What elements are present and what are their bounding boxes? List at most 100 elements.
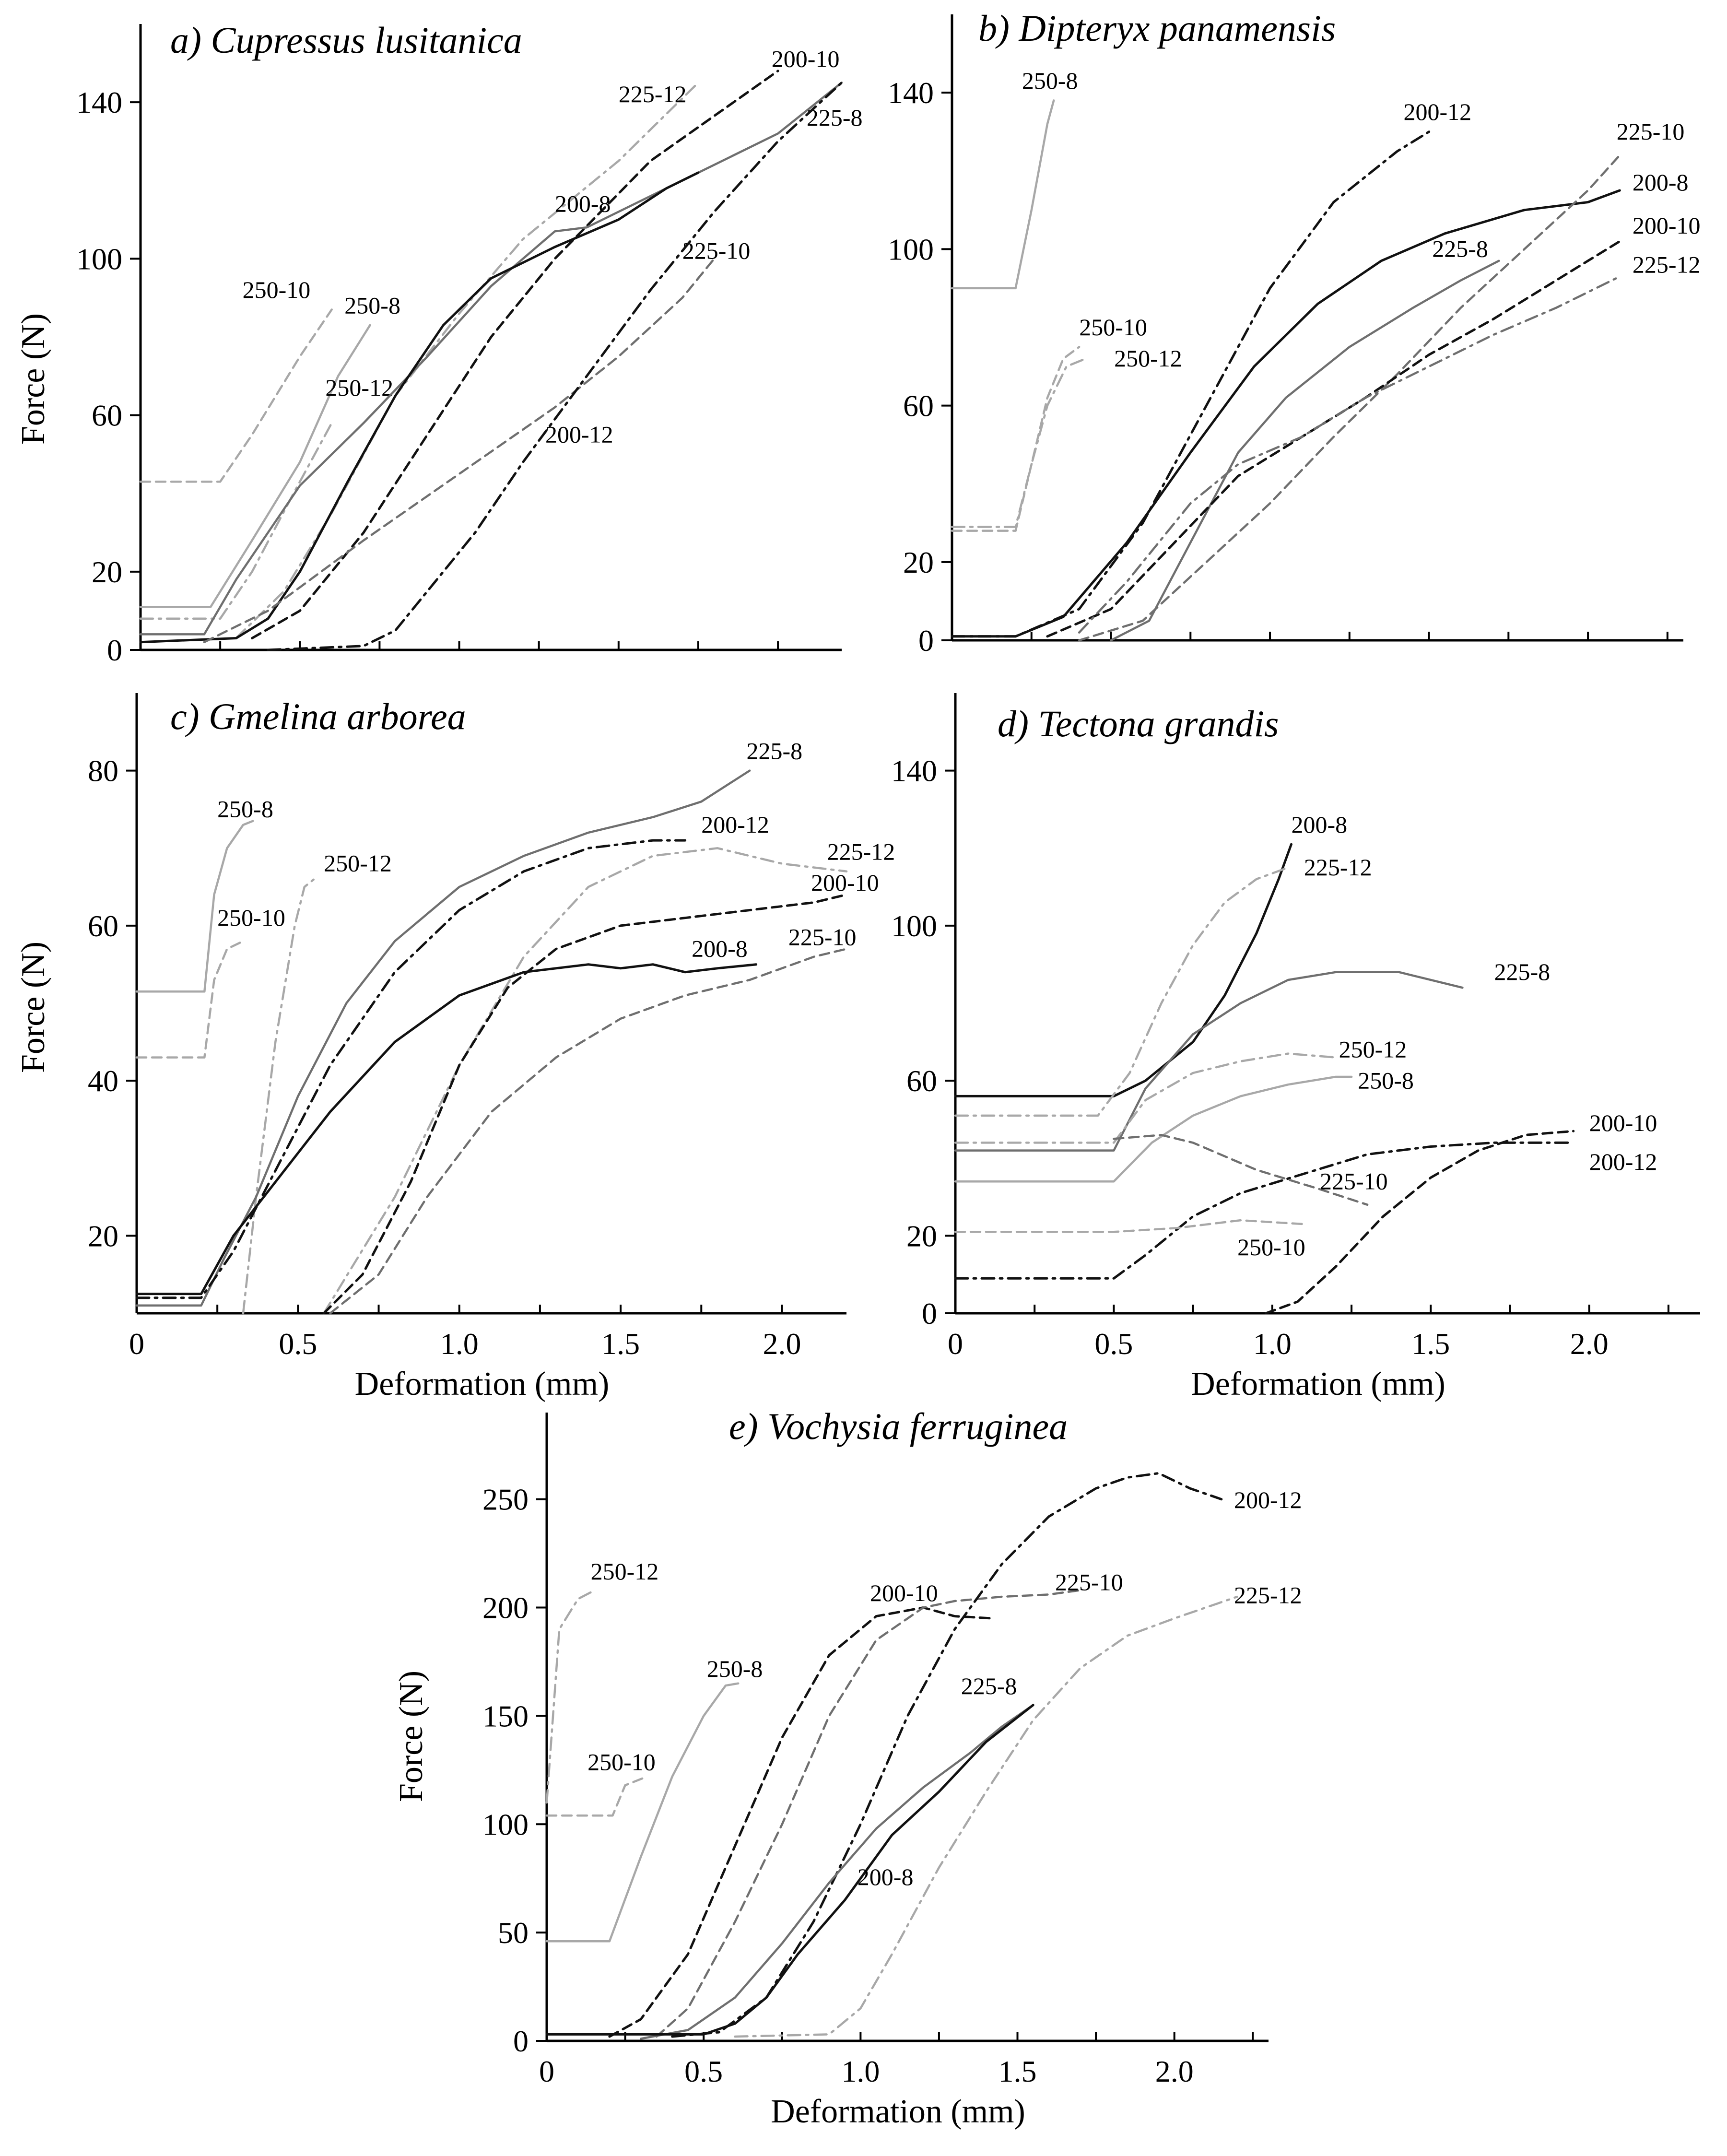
series-label-200-8: 200-8: [1292, 811, 1348, 838]
series-line-225-12: [1078, 275, 1621, 634]
y-tick-label: 100: [76, 242, 122, 276]
x-tick-label: 1.0: [440, 1327, 479, 1361]
y-tick-label: 20: [903, 545, 934, 579]
panel-e: 0 50 100 150 200 250 0 0.5 1.0 1.5 2.0 Deformation …: [393, 1405, 1302, 2130]
series-line-200-10: [608, 1606, 994, 2038]
series-label-225-12: 225-12: [1304, 854, 1372, 881]
series-line-200-8: [954, 843, 1292, 1097]
y-tick-label: 0: [918, 624, 934, 658]
series-label-225-10: 225-10: [1617, 118, 1685, 145]
series-label-225-12: 225-12: [1234, 1582, 1302, 1609]
series-line-225-12: [322, 847, 848, 1315]
series-label-200-10: 200-10: [1633, 212, 1701, 239]
series-line-250-10: [135, 940, 245, 1059]
series-label-225-12: 225-12: [619, 81, 687, 107]
series-label-250-10: 250-10: [1079, 314, 1147, 341]
y-tick-label: 0: [513, 2024, 529, 2058]
series-label-225-10: 225-10: [788, 923, 857, 950]
y-tick-label: 20: [92, 555, 122, 589]
series-line-225-8: [954, 971, 1464, 1152]
series-line-200-12: [671, 1472, 1223, 2038]
series-label-250-12: 250-12: [1339, 1036, 1407, 1063]
series-label-250-10: 250-10: [1237, 1234, 1305, 1261]
series-line-200-8: [545, 1704, 1034, 2036]
series-label-225-8: 225-8: [961, 1673, 1017, 1699]
series-line-225-10: [329, 948, 848, 1315]
series-label-200-10: 200-10: [1589, 1109, 1657, 1136]
x-tick-label: 0.5: [1094, 1327, 1133, 1361]
series-line-250-10: [545, 1775, 648, 1817]
series-line-250-10: [951, 346, 1081, 532]
y-tick-label: 100: [891, 909, 937, 943]
series-line-200-8: [139, 171, 700, 644]
panel-title: c) Gmelina arborea: [170, 695, 466, 737]
y-tick-label: 250: [482, 1483, 529, 1517]
y-tick-label: 140: [891, 754, 937, 788]
x-tick-label: 0: [948, 1327, 963, 1361]
x-tick-label: 1.0: [1253, 1327, 1292, 1361]
series-line-250-8: [951, 99, 1055, 290]
series-line-200-10: [1046, 240, 1621, 638]
series-line-225-10: [1078, 154, 1621, 642]
series-line-250-12: [951, 357, 1087, 528]
y-tick-label: 0: [922, 1296, 937, 1331]
series-label-200-12: 200-12: [545, 421, 613, 448]
y-tick-label: 20: [88, 1219, 118, 1253]
series-line-225-8: [1110, 259, 1500, 642]
series-label-200-12: 200-12: [1234, 1486, 1302, 1513]
x-tick-label: 1.5: [999, 2054, 1037, 2088]
series-label-250-8: 250-8: [1358, 1067, 1414, 1094]
series-line-225-10: [203, 258, 716, 643]
series-line-200-10: [251, 70, 779, 639]
y-tick-label: 0: [107, 633, 122, 667]
series-line-250-12: [139, 422, 333, 620]
series-label-250-12: 250-12: [591, 1558, 659, 1585]
y-tick-label: 100: [888, 232, 934, 266]
x-tick-label: 2.0: [1570, 1327, 1609, 1361]
series-label-250-8: 250-8: [344, 292, 400, 319]
series-label-200-12: 200-12: [1589, 1148, 1657, 1175]
panel-title: a) Cupressus lusitanica: [170, 19, 522, 61]
series-label-200-10: 200-10: [811, 869, 879, 896]
series-label-225-8: 225-8: [746, 737, 802, 764]
y-tick-label: 50: [498, 1916, 529, 1950]
series-line-250-12: [954, 1052, 1337, 1144]
y-tick-label: 140: [888, 76, 934, 110]
panel-c: 20 40 60 80 0 0.5 1.0 1.5 2.0 Deformation (mm) For…: [15, 693, 895, 1402]
series-line-200-12: [267, 81, 843, 651]
x-tick-label: 0.5: [684, 2054, 723, 2088]
series-line-250-8: [139, 324, 371, 608]
series-line-225-10: [1113, 1134, 1369, 1206]
series-label-225-8: 225-8: [807, 104, 863, 131]
series-line-225-12: [734, 1595, 1238, 2038]
series-line-250-10: [954, 1219, 1305, 1233]
panel-title: b) Dipteryx panamensis: [978, 7, 1336, 49]
series-line-225-8: [135, 769, 751, 1307]
series-line-250-10: [139, 308, 333, 483]
x-tick-label: 0.5: [279, 1327, 317, 1361]
series-label-200-12: 200-12: [1404, 98, 1472, 125]
series-line-200-10: [322, 893, 848, 1315]
y-tick-label: 60: [906, 1064, 937, 1098]
y-tick-label: 60: [92, 399, 122, 433]
series-label-250-8: 250-8: [1022, 67, 1078, 94]
y-tick-label: 40: [88, 1064, 118, 1098]
series-label-250-12: 250-12: [325, 374, 393, 401]
x-tick-label: 1.5: [601, 1327, 640, 1361]
series-label-225-8: 225-8: [1432, 236, 1488, 262]
x-tick-label: 1.0: [841, 2054, 880, 2088]
series-line-250-8: [954, 1075, 1353, 1183]
x-tick-label: 0: [129, 1327, 144, 1361]
series-label-200-12: 200-12: [701, 811, 769, 838]
y-tick-label: 20: [906, 1219, 937, 1253]
series-label-225-8: 225-8: [1494, 958, 1550, 985]
series-label-200-10: 200-10: [870, 1579, 938, 1606]
series-label-225-10: 225-10: [682, 237, 751, 264]
x-tick-label: 0: [539, 2054, 554, 2088]
x-axis-title: Deformation (mm): [1191, 1366, 1445, 1402]
x-tick-label: 1.5: [1411, 1327, 1450, 1361]
series-line-250-12: [242, 878, 316, 1315]
series-line-225-10: [655, 1589, 1081, 2038]
series-line-225-12: [235, 82, 700, 639]
